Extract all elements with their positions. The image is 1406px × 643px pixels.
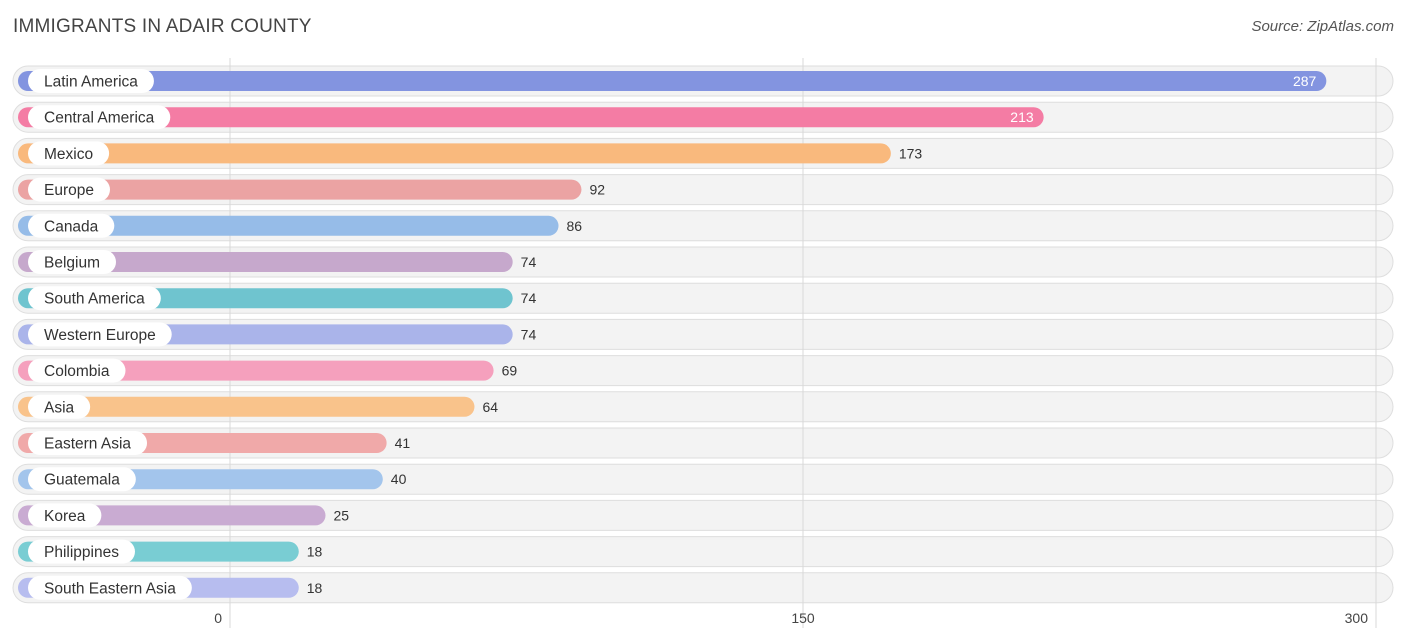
category-label-pill — [28, 250, 116, 274]
value-label: 287 — [1293, 73, 1317, 89]
value-label: 213 — [1010, 109, 1034, 125]
value-label: 74 — [521, 326, 537, 342]
value-label: 18 — [307, 544, 323, 560]
value-label: 86 — [567, 218, 583, 234]
category-label: Western Europe — [44, 327, 156, 344]
bar — [18, 71, 1327, 91]
bars: Latin America 287 Central America 213 Mexico… — [18, 69, 1327, 600]
category-label: Guatemala — [44, 472, 120, 489]
row-track — [12, 536, 1394, 568]
category-label: Korea — [44, 508, 86, 525]
bar — [18, 252, 513, 272]
category-label: Colombia — [44, 363, 110, 380]
row-track — [12, 499, 1394, 531]
value-label: 173 — [899, 145, 923, 161]
bar — [18, 215, 559, 236]
value-label: 92 — [589, 182, 605, 198]
category-label: Canada — [44, 218, 99, 235]
bar — [18, 143, 891, 164]
value-label: 69 — [502, 363, 518, 379]
category-label-pill — [28, 394, 91, 419]
category-label: Latin America — [44, 74, 138, 91]
category-label: South America — [44, 291, 145, 308]
bar — [18, 396, 475, 417]
category-label-pill — [28, 177, 110, 202]
category-label-pill — [28, 539, 135, 564]
category-label: Asia — [44, 399, 75, 416]
category-label-pill — [28, 141, 110, 166]
category-label: Eastern Asia — [44, 436, 131, 453]
x-tick-label: 0 — [214, 610, 222, 626]
category-label: Belgium — [44, 255, 100, 272]
category-label: Philippines — [44, 544, 119, 561]
category-label-pill — [28, 105, 171, 130]
bar — [18, 179, 582, 200]
row-track — [12, 572, 1394, 604]
x-axis-ticks: 0 150 300 — [214, 610, 1368, 626]
value-label: 74 — [521, 254, 537, 270]
value-label: 18 — [307, 580, 323, 596]
value-label: 41 — [395, 435, 411, 451]
category-label-pill — [28, 69, 154, 93]
category-label-pill — [28, 575, 192, 600]
bar — [18, 360, 494, 381]
x-tick-label: 300 — [1345, 610, 1369, 626]
category-label: Central America — [44, 110, 155, 127]
value-label: 25 — [334, 507, 350, 523]
category-label: South Eastern Asia — [44, 580, 176, 597]
x-tick-label: 150 — [791, 610, 815, 626]
category-label-pill — [28, 322, 172, 347]
category-label-pill — [28, 467, 136, 492]
category-label: Mexico — [44, 146, 93, 163]
category-label: Europe — [44, 182, 94, 199]
chart-title: IMMIGRANTS IN ADAIR COUNTY — [13, 16, 312, 37]
source-note: Source: ZipAtlas.com — [1251, 18, 1394, 35]
category-label-pill — [28, 213, 115, 238]
category-label-pill — [28, 503, 102, 528]
category-label-pill — [28, 358, 126, 383]
category-label-pill — [28, 286, 161, 311]
value-label: 40 — [391, 471, 407, 487]
bar — [18, 107, 1044, 128]
value-label: 74 — [521, 290, 537, 306]
category-label-pill — [28, 431, 148, 455]
value-label: 64 — [482, 399, 498, 415]
